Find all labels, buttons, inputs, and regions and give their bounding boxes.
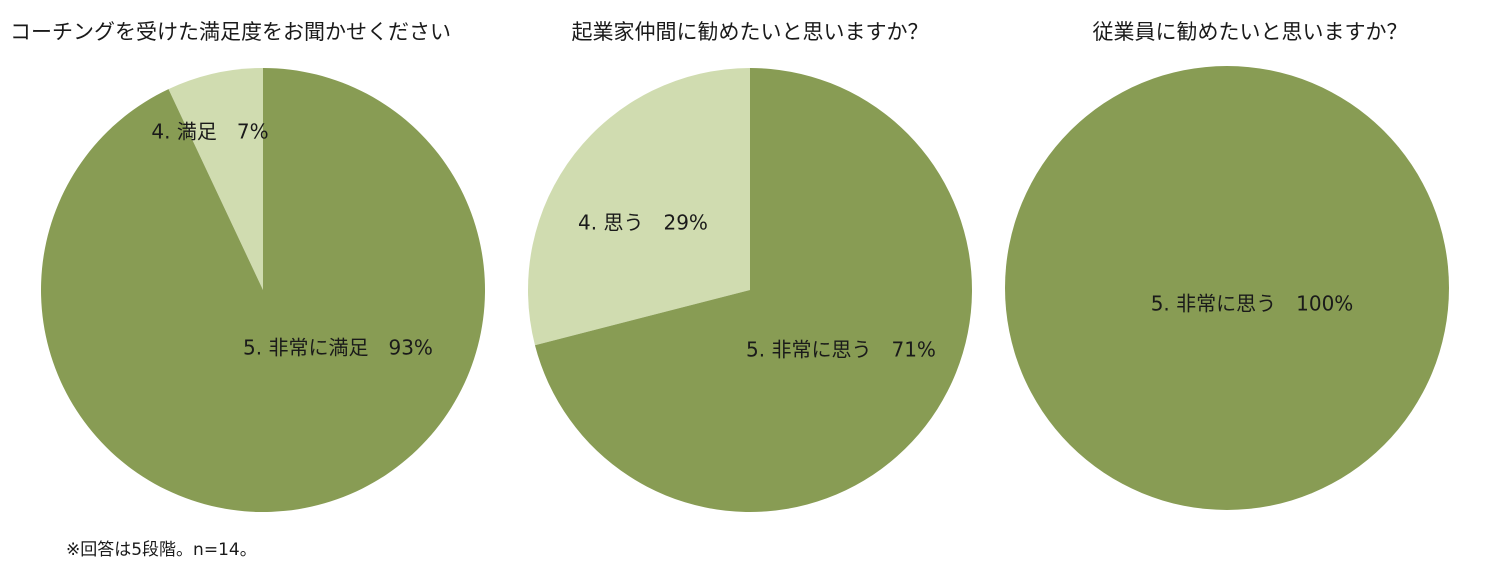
pie-plot: 4. 満足 7% 5. 非常に満足 93%: [41, 67, 486, 512]
chart-title: 起業家仲間に勧めたいと思いますか？: [571, 20, 929, 44]
slice-label: 5. 非常に思う 100%: [1151, 292, 1354, 316]
pie-slice: [534, 68, 972, 512]
pie-chart-satisfaction: コーチングを受けた満足度をお聞かせください 4. 満足 7% 5. 非常に満足 9…: [0, 0, 500, 530]
pie-slice: [168, 68, 263, 290]
slice-label: 5. 非常に満足 93%: [243, 336, 433, 360]
pie-plot: 5. 非常に思う 100%: [1005, 66, 1449, 510]
slice-label: 5. 非常に思う 71%: [746, 338, 936, 362]
pie-slice: [1005, 66, 1449, 510]
footnote: ※回答は5段階。n=14。: [66, 540, 257, 560]
pie-chart-recommend-employees: 従業員に勧めたいと思いますか？ 5. 非常に思う 100%: [1000, 0, 1500, 530]
pie-chart-recommend-entrepreneurs: 起業家仲間に勧めたいと思いますか？ 4. 思う 29% 5. 非常に思う 71%: [500, 0, 1000, 530]
chart-title: 従業員に勧めたいと思いますか？: [1092, 20, 1408, 44]
slice-label: 4. 思う 29%: [578, 211, 708, 235]
pie-slice: [527, 68, 750, 346]
pie-slice: [41, 67, 486, 512]
pie-plot: 4. 思う 29% 5. 非常に思う 71%: [527, 68, 972, 512]
chart-title: コーチングを受けた満足度をお聞かせください: [10, 20, 451, 44]
slice-label: 4. 満足 7%: [151, 120, 268, 144]
